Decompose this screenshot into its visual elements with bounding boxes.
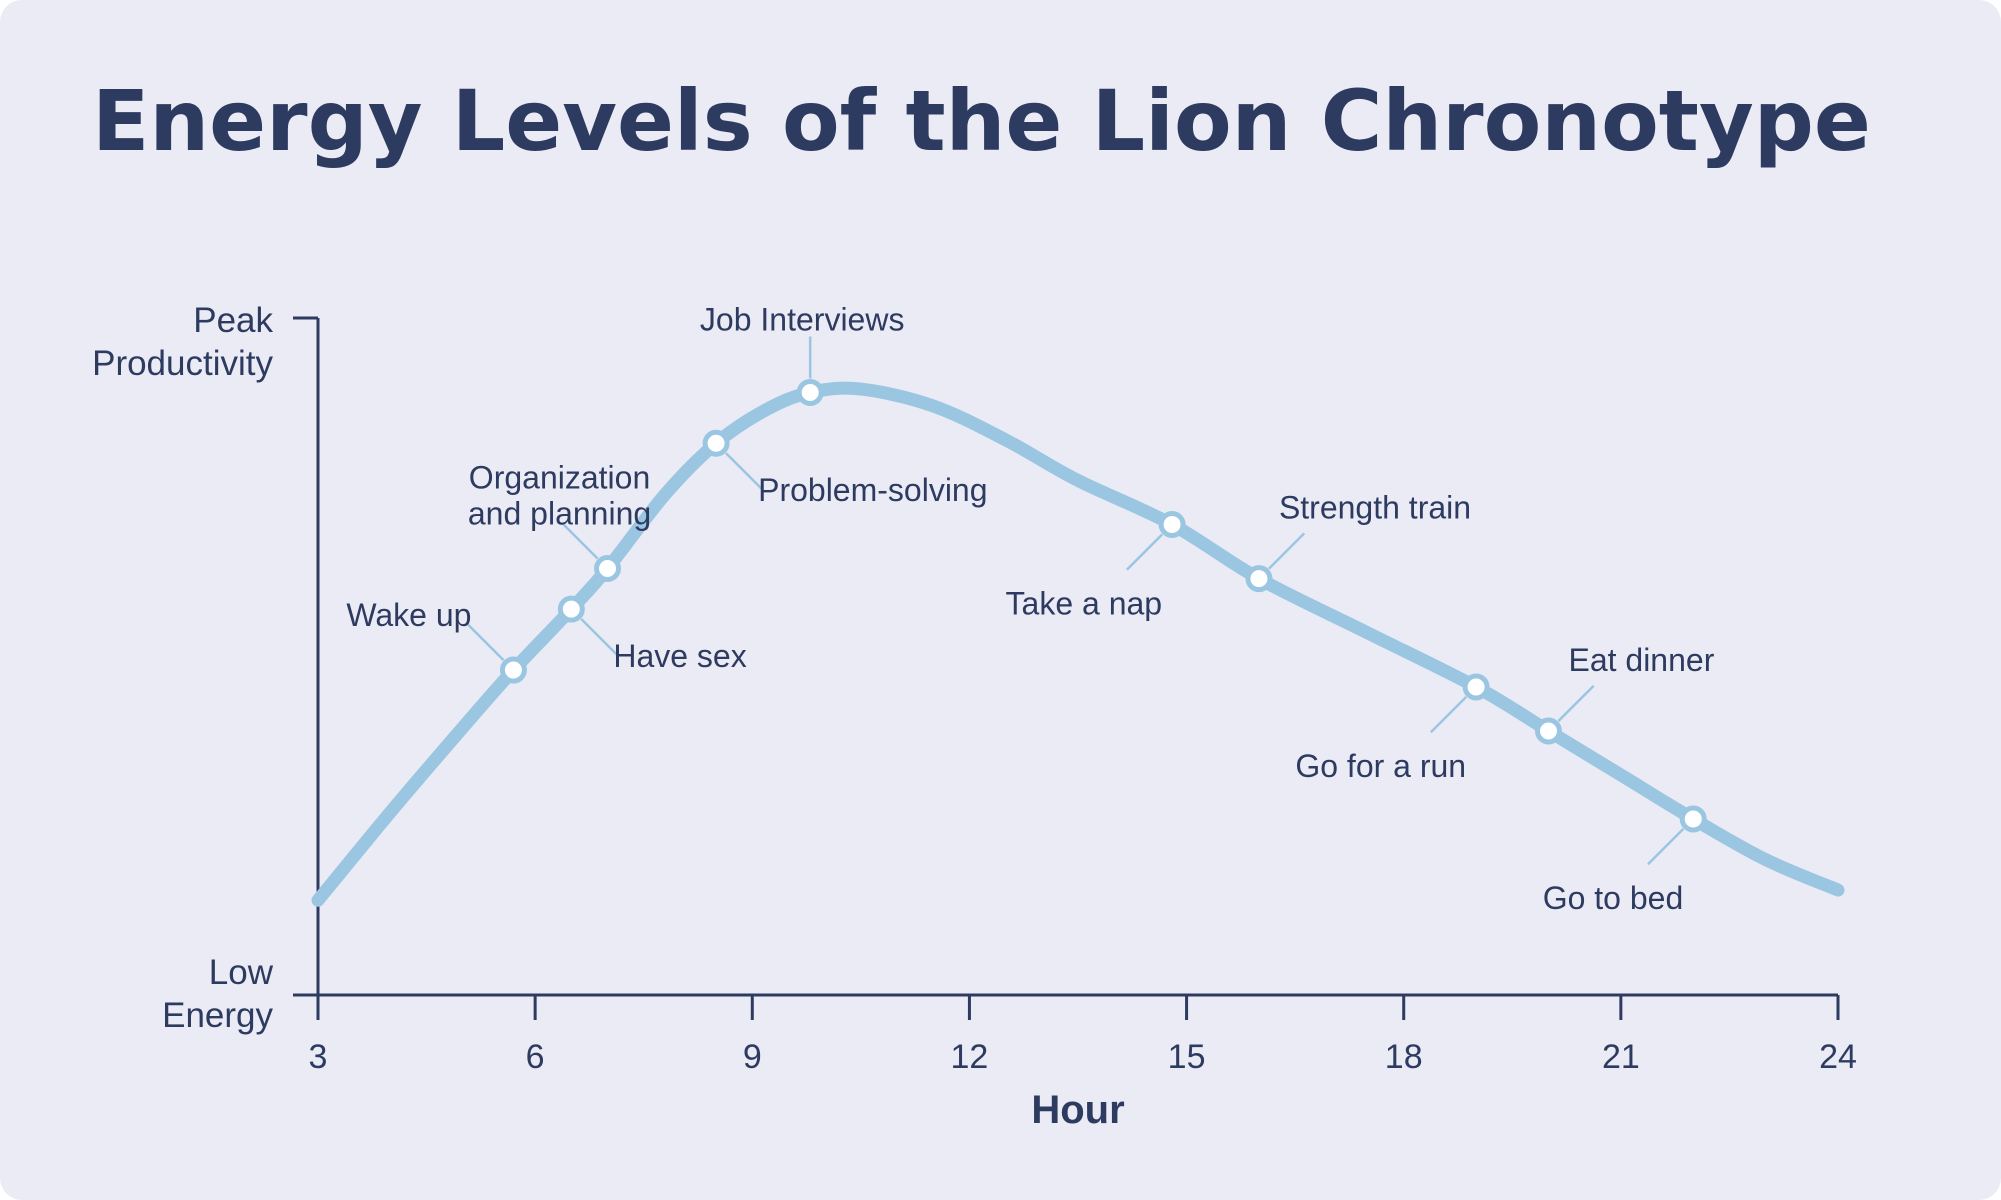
annotation-leader [1429, 695, 1468, 734]
annotation-leader [580, 618, 618, 656]
annotation-label: Organization [469, 459, 650, 495]
annotation-label: Wake up [346, 597, 471, 633]
x-tick-label: 12 [951, 1038, 989, 1076]
chart-title: Energy Levels of the Lion Chronotype [92, 72, 1871, 170]
x-tick-label: 15 [1168, 1038, 1206, 1076]
series-layer [311, 381, 1845, 907]
annotation-label: Have sex [613, 638, 746, 674]
annotation-leader [1267, 532, 1306, 570]
annotation-marker [1245, 565, 1273, 593]
annotation-marker [557, 595, 585, 623]
series-line [311, 381, 1845, 907]
y-label-energy: Energy [162, 996, 273, 1035]
annotation-marker [796, 378, 824, 406]
annotation-marker [1462, 673, 1490, 701]
y-label-productivity: Productivity [92, 344, 273, 383]
x-tick-label: 18 [1385, 1038, 1423, 1076]
annotation-label: Problem-solving [758, 472, 987, 508]
annotation-marker [594, 554, 622, 582]
annotation-label: Go to bed [1543, 880, 1684, 916]
annotation-marker [1158, 510, 1186, 538]
annotation-label: Go for a run [1295, 748, 1466, 784]
annotation-label: Job Interviews [700, 301, 905, 337]
y-label-peak: Peak [193, 301, 273, 340]
annotation-label: Take a nap [1006, 585, 1163, 621]
annotation-leader [561, 522, 599, 560]
annotation-marker [702, 429, 730, 457]
annotation-marker [499, 656, 527, 684]
annotation-leader [1557, 684, 1595, 722]
x-tick-label: 24 [1819, 1038, 1857, 1076]
x-tick-label: 6 [526, 1038, 545, 1076]
annotation-leader [1125, 533, 1164, 571]
annotation-leader [467, 623, 505, 662]
x-tick-label: 3 [309, 1038, 328, 1076]
x-tick-label: 21 [1602, 1038, 1640, 1076]
x-axis-label: Hour [1031, 1088, 1124, 1132]
annotation-label: and planning [468, 495, 651, 531]
annotation-marker [1534, 717, 1562, 745]
annotation-label: Strength train [1279, 490, 1471, 526]
annotation-leader [1647, 827, 1685, 866]
annotation-label: Eat dinner [1568, 642, 1714, 678]
x-ticks: 3 6 9 12 15 18 21 24 [309, 995, 1857, 1076]
y-label-low: Low [209, 953, 274, 992]
annotation-leader [725, 452, 763, 490]
x-tick-label: 9 [743, 1038, 762, 1076]
annotation-marker [1679, 805, 1707, 833]
